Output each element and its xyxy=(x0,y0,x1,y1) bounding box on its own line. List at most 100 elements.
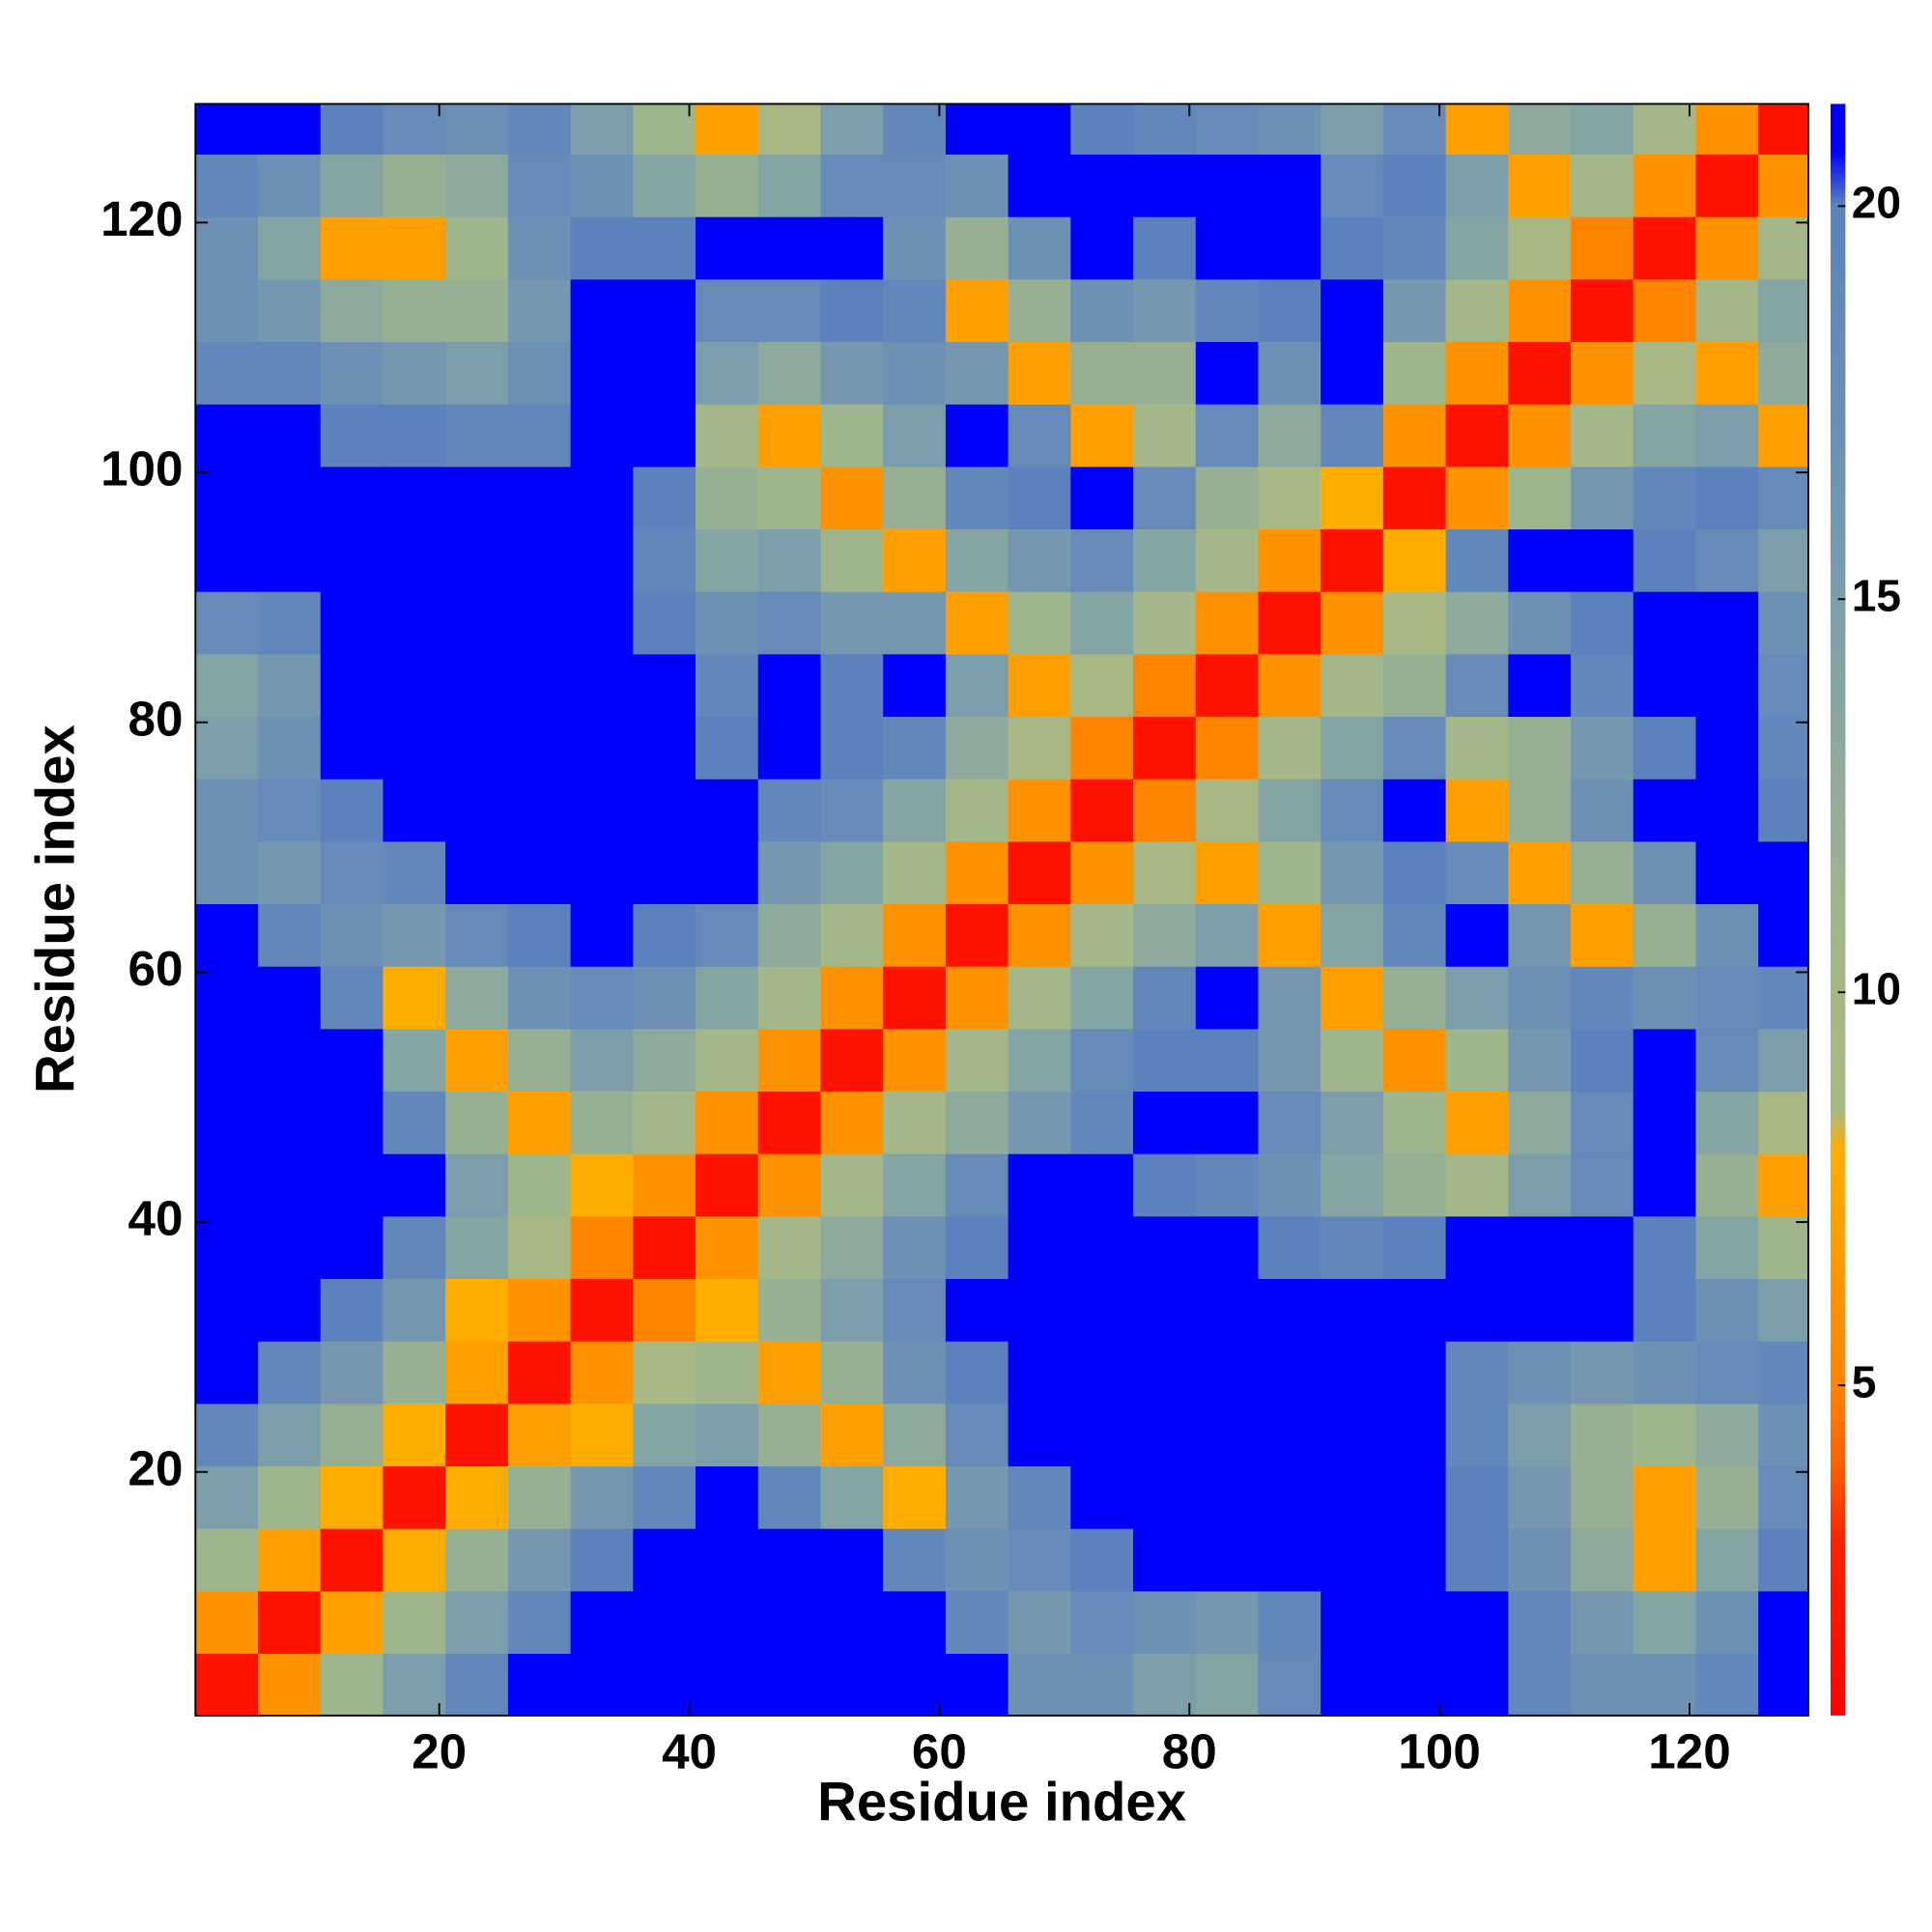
x-tick-label: 60 xyxy=(912,1723,967,1778)
heatmap-cell xyxy=(1571,341,1634,405)
heatmap-cell xyxy=(258,1590,322,1655)
heatmap-cell xyxy=(570,1091,635,1154)
heatmap-cell xyxy=(1445,778,1510,842)
heatmap-cell xyxy=(1133,903,1197,967)
heatmap-cell xyxy=(1633,341,1697,405)
heatmap-cell xyxy=(1258,1152,1321,1217)
heatmap-cell xyxy=(258,528,322,592)
heatmap-cell xyxy=(383,1028,446,1093)
heatmap-cell xyxy=(633,903,696,967)
heatmap-cell xyxy=(1633,1403,1697,1467)
heatmap-cell xyxy=(1321,528,1384,592)
heatmap-cell xyxy=(1571,103,1634,156)
heatmap-cell xyxy=(1633,1590,1697,1655)
heatmap-cell xyxy=(1070,1403,1134,1467)
heatmap-cell xyxy=(757,403,822,468)
heatmap-cell xyxy=(1258,778,1321,842)
heatmap-cell xyxy=(945,1091,1009,1154)
heatmap-cell xyxy=(633,1278,696,1342)
heatmap-cell xyxy=(507,778,572,842)
heatmap-cell xyxy=(820,1590,884,1655)
heatmap-cell xyxy=(507,1278,572,1342)
heatmap-cell xyxy=(570,1653,635,1716)
heatmap-cell xyxy=(1195,103,1260,156)
heatmap-cell xyxy=(633,278,696,343)
heatmap-cell xyxy=(883,716,947,780)
y-tick-label: 120 xyxy=(100,191,183,246)
heatmap-cell xyxy=(320,1653,384,1716)
heatmap-cell xyxy=(1508,341,1572,405)
heatmap-cell xyxy=(883,1653,947,1716)
heatmap-cell xyxy=(507,1403,572,1467)
heatmap-cell xyxy=(1258,1590,1321,1655)
heatmap-cell xyxy=(1321,1653,1384,1716)
heatmap-cell xyxy=(1258,1465,1321,1529)
heatmap-cell xyxy=(570,278,635,343)
heatmap-cell xyxy=(945,466,1009,530)
heatmap-cell xyxy=(507,1653,572,1716)
heatmap-cell xyxy=(1695,653,1759,718)
heatmap-cell xyxy=(445,1527,509,1592)
heatmap-cell xyxy=(320,341,384,405)
heatmap-cell xyxy=(1258,1091,1321,1154)
plot-frame xyxy=(194,102,1809,1717)
heatmap-cell xyxy=(1321,103,1384,156)
heatmap-cell xyxy=(1382,466,1447,530)
heatmap-cell xyxy=(1008,1590,1072,1655)
heatmap-cell xyxy=(1508,1152,1572,1217)
heatmap-cell xyxy=(1633,1028,1697,1093)
heatmap-cell xyxy=(383,215,446,280)
heatmap-cell xyxy=(1571,466,1634,530)
heatmap-cell xyxy=(1070,1465,1134,1529)
heatmap-cell xyxy=(1445,1590,1510,1655)
heatmap-cell xyxy=(633,653,696,718)
heatmap-cell xyxy=(1695,965,1759,1030)
heatmap-cell xyxy=(445,215,509,280)
heatmap-cell xyxy=(445,1465,509,1529)
heatmap-cell xyxy=(883,154,947,217)
heatmap-cell xyxy=(195,965,259,1030)
heatmap-cell xyxy=(383,1465,446,1529)
heatmap-cell xyxy=(1008,903,1072,967)
heatmap-cell xyxy=(633,1527,696,1592)
heatmap-cell xyxy=(1758,1403,1808,1467)
heatmap-cell xyxy=(1445,716,1510,780)
heatmap-cell xyxy=(320,590,384,655)
heatmap-cell xyxy=(1695,716,1759,780)
heatmap-cell xyxy=(1571,1215,1634,1280)
heatmap-cell xyxy=(1133,528,1197,592)
heatmap-cell xyxy=(696,528,759,592)
heatmap-cell xyxy=(1008,716,1072,780)
heatmap-cell xyxy=(1133,466,1197,530)
heatmap-cell xyxy=(883,1340,947,1405)
heatmap-cell xyxy=(383,1278,446,1342)
heatmap-cell xyxy=(1382,840,1447,905)
heatmap-cell xyxy=(1258,653,1321,718)
heatmap-cell xyxy=(1258,154,1321,217)
heatmap-cell xyxy=(1195,1278,1260,1342)
heatmap-cell xyxy=(1195,528,1260,592)
heatmap-cell xyxy=(258,1028,322,1093)
heatmap-cell xyxy=(570,1340,635,1405)
heatmap-cell xyxy=(820,1215,884,1280)
heatmap-cell xyxy=(1070,1340,1134,1405)
heatmap-cell xyxy=(258,1278,322,1342)
heatmap-cell xyxy=(633,528,696,592)
heatmap-cell xyxy=(757,1340,822,1405)
heatmap-cell xyxy=(1758,103,1808,156)
heatmap-cell xyxy=(1133,840,1197,905)
heatmap-cell xyxy=(1258,103,1321,156)
heatmap-cell xyxy=(1695,1340,1759,1405)
heatmap-cell xyxy=(1445,1028,1510,1093)
heatmap-cell xyxy=(633,1340,696,1405)
heatmap-cell xyxy=(1070,965,1134,1030)
heatmap-cell xyxy=(445,1340,509,1405)
heatmap-cell xyxy=(1695,1527,1759,1592)
heatmap-cell xyxy=(1195,1152,1260,1217)
heatmap-cell xyxy=(757,965,822,1030)
heatmap-cell xyxy=(445,528,509,592)
heatmap-cell xyxy=(507,1215,572,1280)
heatmap-cell xyxy=(1445,1465,1510,1529)
heatmap-cell xyxy=(1633,215,1697,280)
heatmap-cell xyxy=(1445,154,1510,217)
